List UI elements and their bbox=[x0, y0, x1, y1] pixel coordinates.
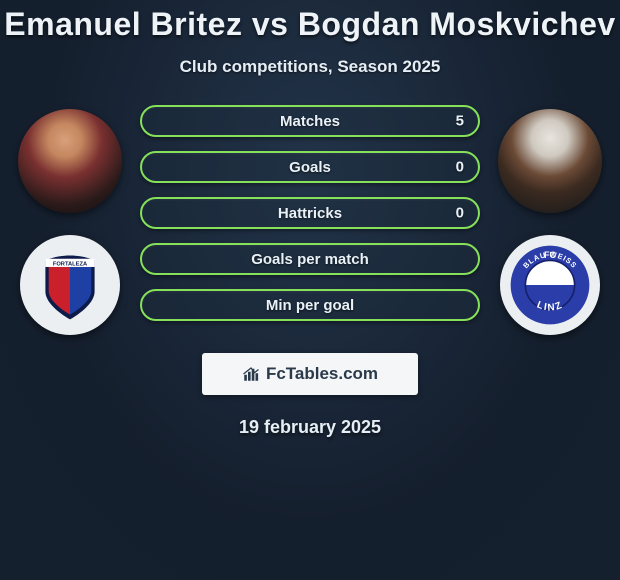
crest-text: FORTALEZA bbox=[53, 261, 87, 267]
stat-row-goals-per-match: Goals per match bbox=[140, 243, 480, 275]
player-right-avatar bbox=[498, 109, 602, 213]
date-label: 19 february 2025 bbox=[0, 417, 620, 438]
fortaleza-crest-icon: FORTALEZA bbox=[29, 244, 111, 326]
stat-row-min-per-goal: Min per goal bbox=[140, 289, 480, 321]
blau-weiss-linz-crest-icon: FC BLAU WEISS LINZ bbox=[509, 244, 591, 326]
main-row: FORTALEZA Matches 5 Goals 0 Hattricks 0 bbox=[0, 105, 620, 335]
brand-badge: FcTables.com bbox=[202, 353, 418, 395]
stat-label: Goals bbox=[289, 159, 331, 176]
club-right-badge: FC BLAU WEISS LINZ bbox=[500, 235, 600, 335]
stat-row-hattricks: Hattricks 0 bbox=[140, 197, 480, 229]
stat-label: Hattricks bbox=[278, 205, 342, 222]
club-left-badge: FORTALEZA bbox=[20, 235, 120, 335]
bar-chart-icon bbox=[242, 365, 260, 383]
subtitle: Club competitions, Season 2025 bbox=[0, 57, 620, 77]
stats-list: Matches 5 Goals 0 Hattricks 0 Goals per … bbox=[140, 105, 480, 321]
stat-row-goals: Goals 0 bbox=[140, 151, 480, 183]
stat-right-value: 0 bbox=[456, 159, 464, 176]
comparison-card: Emanuel Britez vs Bogdan Moskvichev Club… bbox=[0, 0, 620, 580]
stat-right-value: 5 bbox=[456, 113, 464, 130]
player-left-avatar bbox=[18, 109, 122, 213]
left-column: FORTALEZA bbox=[18, 105, 122, 335]
stat-row-matches: Matches 5 bbox=[140, 105, 480, 137]
stat-label: Matches bbox=[280, 113, 340, 130]
page-title: Emanuel Britez vs Bogdan Moskvichev bbox=[0, 6, 620, 43]
brand-text: FcTables.com bbox=[266, 364, 378, 384]
stat-label: Min per goal bbox=[266, 297, 354, 314]
stat-label: Goals per match bbox=[251, 251, 369, 268]
right-column: FC BLAU WEISS LINZ bbox=[498, 105, 602, 335]
stat-right-value: 0 bbox=[456, 205, 464, 222]
